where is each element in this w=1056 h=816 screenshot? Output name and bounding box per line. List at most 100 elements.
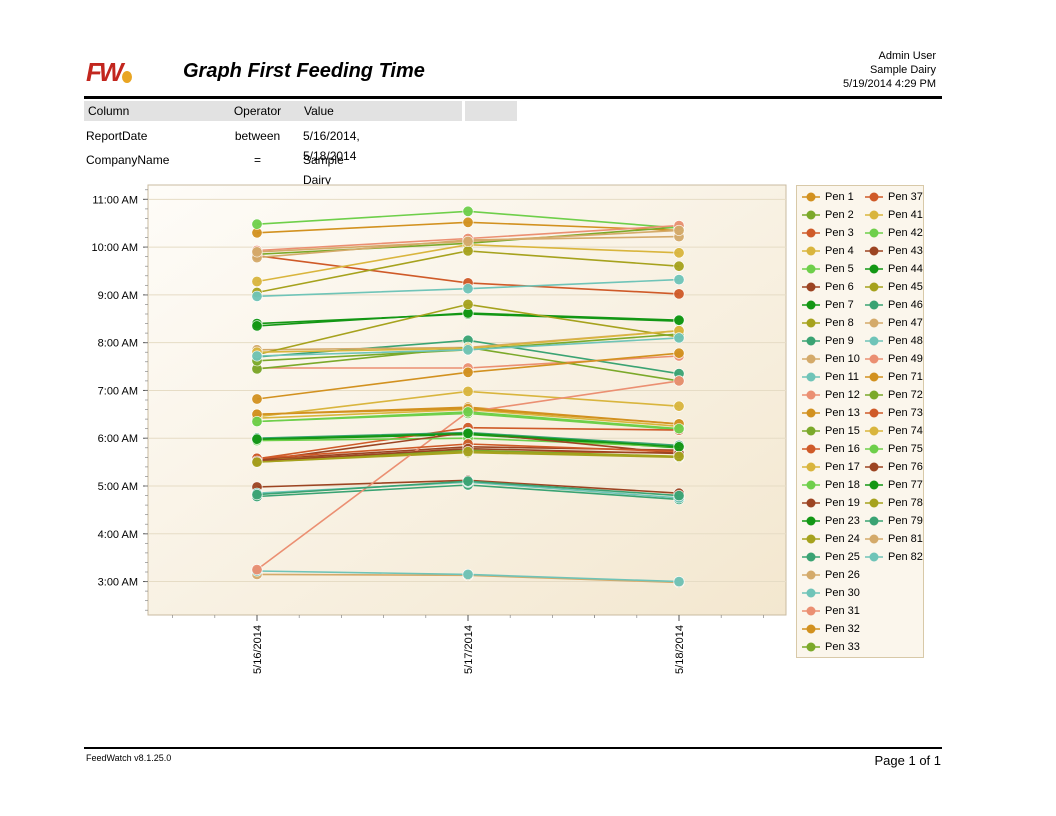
- legend-swatch: [802, 282, 820, 292]
- legend-swatch: [865, 480, 883, 490]
- legend-swatch: [802, 210, 820, 220]
- data-point: [673, 450, 685, 462]
- series-pen-11: [251, 274, 685, 302]
- criteria-row-2-column: CompanyName: [86, 153, 170, 167]
- data-point: [673, 423, 685, 435]
- x-tick-label: 5/16/2014: [252, 625, 264, 674]
- y-tick-label: 4:00 AM: [98, 529, 138, 541]
- user-name: Admin User: [878, 50, 936, 62]
- data-point: [673, 274, 685, 286]
- legend-swatch: [865, 192, 883, 202]
- legend-label: Pen 9: [825, 335, 854, 347]
- data-point: [462, 344, 474, 356]
- legend-label: Pen 72: [888, 389, 923, 401]
- legend-label: Pen 32: [825, 623, 860, 635]
- legend-label: Pen 45: [888, 281, 923, 293]
- legend-label: Pen 19: [825, 497, 860, 509]
- series-pen-79: [251, 475, 685, 502]
- legend-swatch: [802, 498, 820, 508]
- legend-label: Pen 24: [825, 533, 860, 545]
- legend-swatch: [865, 318, 883, 328]
- legend-label: Pen 75: [888, 443, 923, 455]
- data-point: [462, 298, 474, 310]
- y-tick-label: 5:00 AM: [98, 481, 138, 493]
- data-point: [673, 260, 685, 272]
- legend-label: Pen 10: [825, 353, 860, 365]
- criteria-header-column: Column: [84, 101, 216, 121]
- data-point: [462, 216, 474, 228]
- legend-swatch: [802, 228, 820, 238]
- footer-rule: [84, 747, 942, 749]
- data-point: [462, 475, 474, 487]
- legend-swatch: [802, 354, 820, 364]
- footer-version: FeedWatch v8.1.25.0: [86, 753, 172, 763]
- legend-swatch: [865, 516, 883, 526]
- data-point: [462, 427, 474, 439]
- data-point: [462, 245, 474, 257]
- legend-swatch: [802, 372, 820, 382]
- data-point: [251, 350, 263, 362]
- legend-swatch: [802, 336, 820, 346]
- legend-label: Pen 79: [888, 515, 923, 527]
- criteria-row-1-column: ReportDate: [86, 129, 148, 143]
- data-point: [251, 290, 263, 302]
- y-tick-label: 6:00 AM: [98, 433, 138, 445]
- legend-label: Pen 26: [825, 569, 860, 581]
- axes: 3:00 AM 4:00 AM 5:00 AM 6:00 AM 7:00 AM 8:00 …: [92, 189, 764, 674]
- legend-swatch: [865, 534, 883, 544]
- company-name: Sample Dairy: [869, 64, 936, 76]
- legend-swatch: [865, 228, 883, 238]
- data-point: [251, 415, 263, 427]
- data-point: [251, 218, 263, 230]
- criteria-row-1-operator: between: [234, 129, 281, 143]
- legend-swatch: [802, 480, 820, 490]
- series-lines: [251, 205, 685, 588]
- legend-label: Pen 17: [825, 461, 860, 473]
- legend-swatch: [802, 588, 820, 598]
- criteria-row-2-operator: =: [253, 153, 261, 167]
- legend-swatch: [865, 354, 883, 364]
- legend-label: Pen 46: [888, 299, 923, 311]
- report-title: Graph First Feeding Time: [183, 60, 425, 82]
- legend-swatch: [802, 246, 820, 256]
- legend-label: Pen 41: [888, 209, 923, 221]
- legend-swatch: [802, 642, 820, 652]
- legend-swatch: [802, 552, 820, 562]
- legend-swatch: [865, 498, 883, 508]
- chart-legend: Pen 1 Pen 2 Pen 3 Pen 4 Pen 5 Pen 6 Pen 7 Pen 8…: [796, 185, 924, 658]
- data-point: [673, 224, 685, 236]
- y-tick-label: 7:00 AM: [98, 385, 138, 397]
- data-point: [251, 489, 263, 501]
- y-tick-label: 3:00 AM: [98, 577, 138, 589]
- legend-label: Pen 25: [825, 551, 860, 563]
- y-tick-label: 9:00 AM: [98, 290, 138, 302]
- y-tick-label: 11:00 AM: [92, 194, 138, 206]
- legend-swatch: [802, 462, 820, 472]
- legend-swatch: [802, 624, 820, 634]
- legend-swatch: [865, 462, 883, 472]
- data-point: [462, 283, 474, 295]
- data-point: [251, 456, 263, 468]
- criteria-header-extra: [465, 101, 517, 121]
- criteria-header-operator: Operator: [215, 101, 300, 121]
- legend-label: Pen 3: [825, 227, 854, 239]
- legend-swatch: [802, 300, 820, 310]
- legend-label: Pen 44: [888, 263, 923, 275]
- y-tick-label: 8:00 AM: [98, 338, 138, 350]
- legend-label: Pen 2: [825, 209, 854, 221]
- legend-swatch: [865, 444, 883, 454]
- legend-label: Pen 47: [888, 317, 923, 329]
- series-pen-81: [251, 224, 685, 258]
- legend-label: Pen 71: [888, 371, 923, 383]
- legend-label: Pen 42: [888, 227, 923, 239]
- legend-swatch: [802, 426, 820, 436]
- legend-swatch: [802, 570, 820, 580]
- data-point: [462, 235, 474, 247]
- series-pen-82: [251, 332, 685, 362]
- data-point: [462, 366, 474, 378]
- data-point: [462, 568, 474, 580]
- data-point: [673, 441, 685, 453]
- legend-swatch: [865, 210, 883, 220]
- legend-swatch: [802, 534, 820, 544]
